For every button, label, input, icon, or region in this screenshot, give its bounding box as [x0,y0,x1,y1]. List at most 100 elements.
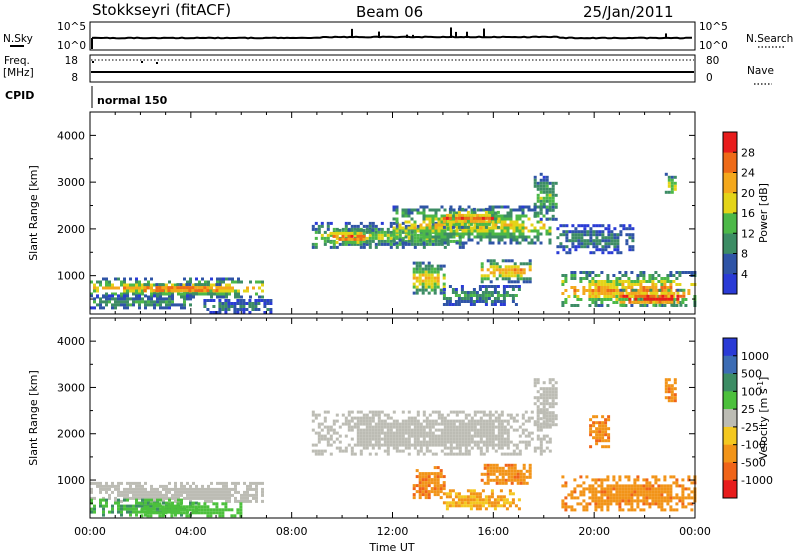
data-cell-power [475,225,479,229]
nsky-noise-line [91,35,693,40]
data-cell-vel [156,496,159,500]
data-cell-power [463,225,467,229]
data-cell-vel [488,437,492,441]
data-cell-vel [624,475,628,479]
data-cell-vel [467,425,471,429]
data-cell-vel [483,472,487,476]
data-cell-vel [476,434,480,438]
data-cell-power [585,289,589,292]
data-cell-power [194,283,198,287]
data-cell-power [430,270,434,274]
data-cell-power [179,289,183,293]
data-cell-vel [377,428,381,432]
data-cell-power [242,308,246,311]
data-cell-vel [545,393,549,397]
data-cell-vel [171,496,174,500]
data-cell-power [123,289,126,293]
data-cell-vel [648,502,652,506]
data-cell-vel [114,487,117,491]
data-cell-vel [681,505,685,509]
data-cell-power [504,268,508,272]
data-cell-power [461,235,465,239]
data-cell-power [206,283,210,287]
nave-tick-top: 80 [706,55,719,67]
data-cell-power [263,302,267,305]
data-cell-power [99,280,102,284]
data-cell-vel [597,484,601,488]
data-cell-vel [383,437,387,441]
data-cell-vel [439,484,443,488]
data-cell-vel [506,419,510,423]
data-cell-power [233,302,237,305]
data-cell-vel [407,434,411,438]
data-cell-vel [168,498,171,502]
data-cell-vel [180,481,183,485]
data-cell-power [574,233,578,237]
data-cell-vel [545,411,549,415]
data-cell-vel [601,427,605,431]
data-cell-vel [524,434,528,438]
data-cell-vel [442,487,446,491]
data-cell-power [398,223,402,227]
data-cell-power [141,292,144,296]
data-cell-vel [236,511,240,515]
data-cell-vel [648,481,652,485]
data-cell-vel [437,422,441,426]
data-cell-vel [588,484,592,488]
data-cell-vel [191,502,195,506]
data-cell-vel [591,478,595,482]
data-cell-vel [475,492,479,496]
data-cell-power [434,232,438,236]
data-cell-vel [123,496,126,500]
data-cell-vel [135,484,138,488]
data-cell-vel [189,496,192,500]
data-cell-power [484,213,488,217]
data-cell-power [404,220,408,224]
data-cell-power [610,239,614,243]
data-cell-power [500,223,504,227]
data-cell-vel [326,443,330,447]
data-cell-power [500,205,504,209]
data-cell-vel [418,490,422,494]
data-cell-vel [188,514,192,518]
data-cell-vel [173,511,177,515]
data-cell-vel [386,425,390,429]
data-cell-power [464,232,468,236]
data-cell-power [419,233,423,237]
data-cell-power [667,297,671,301]
data-cell-vel [428,413,432,417]
data-cell-vel [681,499,685,503]
data-cell-power [478,219,482,223]
data-cell-vel [452,452,456,456]
data-cell-vel [120,504,123,508]
data-cell-power [422,235,426,239]
data-cell-vel [194,508,198,512]
data-cell-power [368,233,372,237]
data-cell-vel [362,443,366,447]
data-cell-power [576,298,580,301]
data-cell-vel [548,411,552,415]
data-cell-power [341,227,345,231]
data-cell-vel [227,508,231,512]
data-cell-power [314,230,318,234]
data-cell-power [436,279,440,283]
data-cell-vel [483,481,487,485]
data-cell-vel [495,463,499,467]
data-cell-power [510,271,514,275]
data-cell-power [215,311,219,314]
data-cell-vel [500,434,504,438]
data-cell-vel [159,496,162,500]
data-cell-power [622,288,626,292]
data-cell-vel [237,499,240,503]
data-cell-power [365,242,369,246]
data-cell-power [604,242,608,246]
data-cell-power [598,242,602,246]
data-cell-vel [670,390,674,394]
data-cell-power [314,245,318,249]
data-cell-power [102,277,105,281]
data-cell-power [176,289,180,293]
data-cell-vel [431,437,435,441]
data-cell-vel [533,396,537,400]
data-cell-vel [525,481,529,485]
